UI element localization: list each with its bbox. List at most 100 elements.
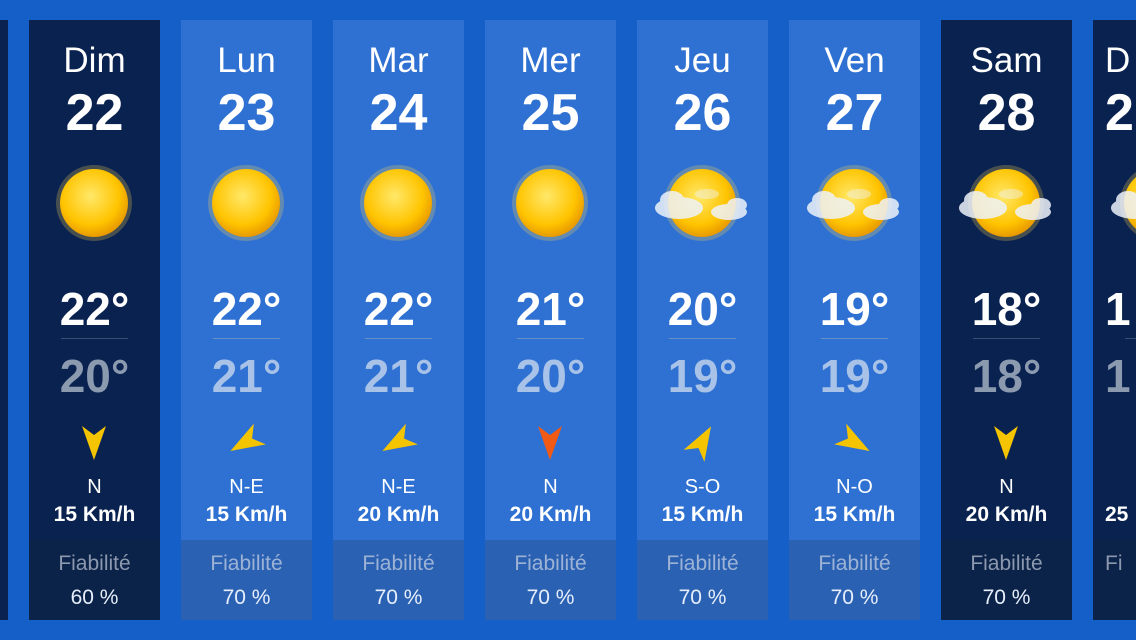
day-column[interactable]: Dim 22 22° 20° N 15 Km/h Fiabilité 60 % [29, 20, 160, 620]
divider [517, 338, 584, 339]
reliability-value: 60 % [70, 586, 119, 609]
weather-icon [959, 165, 1051, 241]
wind-direction: N [999, 476, 1014, 498]
divider [61, 338, 128, 339]
day-column[interactable]: Mer 25 21° 20° N 20 Km/h Fiabilité 70 % [485, 20, 616, 620]
wind-direction: S-O [684, 476, 721, 498]
weather-icon [56, 165, 132, 241]
wind-direction: N [87, 476, 102, 498]
reliability-value: 70 % [678, 586, 727, 609]
wind-arrow [82, 426, 106, 460]
wind-speed: 20 Km/h [965, 503, 1048, 526]
max-temperature: 19° [819, 283, 890, 335]
max-temperature: 22° [59, 283, 130, 335]
day-column[interactable]: Sam 28 18° 18° N 20 Km/h Fiabilité 70 % [941, 20, 1072, 620]
divider [973, 338, 1040, 339]
day-column[interactable]: D 2 1 1 25 Fi [1093, 20, 1136, 620]
day-column[interactable]: Mar 24 22° 21° N-E 20 Km/h Fiabilité 70 % [333, 20, 464, 620]
day-date: 27 [825, 84, 884, 142]
max-temperature: 22° [211, 283, 282, 335]
wind-speed: 15 Km/h [813, 503, 896, 526]
reliability-box [637, 540, 768, 620]
wind-arrow [230, 423, 266, 451]
day-name: Dim [63, 41, 126, 80]
day-date: 28 [977, 84, 1036, 142]
reliability-label: Fiabilité [514, 552, 587, 575]
reliability-label: Fiabilité [666, 552, 739, 575]
wind-direction: N-O [836, 476, 873, 498]
min-temperature: 21° [363, 350, 434, 402]
reliability-box [789, 540, 920, 620]
reliability-value: 70 % [222, 586, 271, 609]
day-name: Lun [217, 41, 276, 80]
reliability-label: Fiabilité [58, 552, 131, 575]
day-date: 26 [673, 84, 732, 142]
reliability-box [29, 540, 160, 620]
reliability-box [1093, 540, 1136, 620]
wind-direction: N-E [381, 476, 416, 498]
weather-icon [512, 165, 588, 241]
min-temperature: 19° [819, 350, 890, 402]
day-name: Ven [824, 41, 885, 80]
reliability-value: 70 % [982, 586, 1031, 609]
day-column[interactable]: Jeu 26 20° 19° S-O 15 Km/h Fiabilité 70 % [637, 20, 768, 620]
reliability-label: Fiabilité [970, 552, 1043, 575]
divider [1125, 338, 1136, 339]
reliability-label: Fi [1105, 552, 1123, 575]
wind-direction: N-E [229, 476, 264, 498]
reliability-value: 70 % [526, 586, 575, 609]
weather-icon [1111, 172, 1136, 234]
reliability-value: 70 % [374, 586, 423, 609]
max-temperature: 20° [667, 283, 738, 335]
day-column[interactable]: Lun 23 22° 21° N-E 15 Km/h Fiabilité 70 % [181, 20, 312, 620]
min-temperature: 18° [971, 350, 1042, 402]
max-temperature: 21° [515, 283, 586, 335]
reliability-label: Fiabilité [818, 552, 891, 575]
day-name: Jeu [674, 41, 731, 80]
divider [365, 338, 432, 339]
max-temperature: 1 [1105, 283, 1131, 335]
reliability-label: Fiabilité [362, 552, 435, 575]
wind-speed: 15 Km/h [205, 503, 288, 526]
max-temperature: 22° [363, 283, 434, 335]
wind-speed: 20 Km/h [357, 503, 440, 526]
wind-speed: 15 Km/h [661, 503, 744, 526]
wind-arrow [538, 426, 562, 460]
reliability-box [181, 540, 312, 620]
reliability-value: 70 % [830, 586, 879, 609]
day-name: Mar [368, 41, 429, 80]
min-temperature: 21° [211, 350, 282, 402]
reliability-box [333, 540, 464, 620]
min-temperature: 19° [667, 350, 738, 402]
day-name: Mer [520, 41, 581, 80]
day-name: Sam [970, 41, 1043, 80]
weather-icon [655, 165, 747, 241]
min-temperature: 20° [515, 350, 586, 402]
wind-speed: 20 Km/h [509, 503, 592, 526]
divider [821, 338, 888, 339]
reliability-box [485, 540, 616, 620]
previous-day-column [0, 20, 8, 620]
divider [669, 338, 736, 339]
min-temperature: 20° [59, 350, 130, 402]
wind-arrow [382, 423, 418, 451]
reliability-label: Fiabilité [210, 552, 283, 575]
day-date: 2 [1105, 84, 1134, 142]
day-date: 22 [65, 84, 124, 142]
wind-speed: 25 [1105, 503, 1129, 526]
weather-icon [807, 165, 899, 241]
day-date: 24 [369, 84, 428, 142]
day-date: 25 [521, 84, 580, 142]
wind-speed: 15 Km/h [53, 503, 136, 526]
wind-arrow [994, 426, 1018, 460]
wind-arrow [834, 423, 870, 451]
reliability-box [941, 540, 1072, 620]
wind-direction: N [543, 476, 558, 498]
min-temperature: 1 [1105, 350, 1131, 402]
max-temperature: 18° [971, 283, 1042, 335]
day-name: D [1105, 41, 1131, 80]
weather-icon [208, 165, 284, 241]
wind-arrow [683, 426, 711, 462]
day-column[interactable]: Ven 27 19° 19° N-O 15 Km/h Fiabilité 70 % [789, 20, 920, 620]
